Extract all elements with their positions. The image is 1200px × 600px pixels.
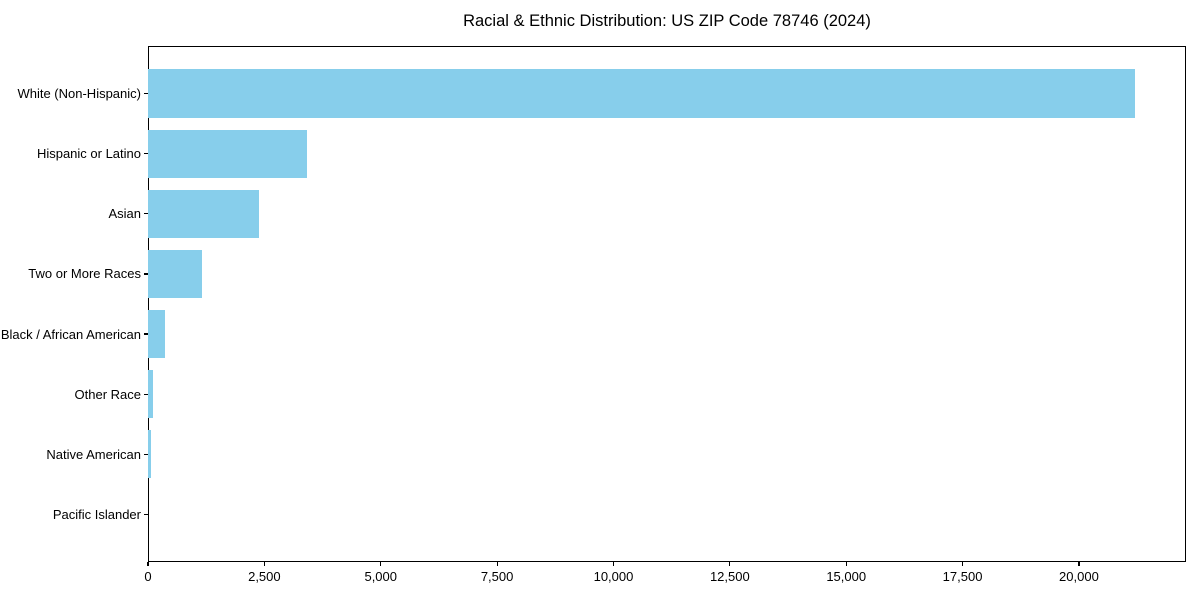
x-tick-label: 2,500 [248, 569, 281, 584]
x-tick-label: 20,000 [1059, 569, 1099, 584]
y-tick-label: Other Race [74, 386, 141, 402]
y-tick-mark [144, 513, 148, 516]
y-tick-mark [144, 213, 148, 215]
y-tick-mark [144, 393, 148, 395]
x-tick-mark [961, 562, 964, 566]
y-tick-mark [144, 333, 148, 335]
bar-asian [148, 189, 259, 238]
x-tick-mark [845, 562, 847, 566]
chart-title: Racial & Ethnic Distribution: US ZIP Cod… [463, 12, 871, 30]
x-tick-mark [147, 562, 149, 566]
y-tick-label: Pacific Islander [52, 506, 141, 522]
y-tick-label: Two or More Races [28, 266, 141, 282]
y-tick-label: Hispanic or Latino [36, 146, 141, 162]
bar-other-race [148, 370, 154, 419]
bar-black-african-american [148, 310, 166, 359]
bar-white-non-hispanic [148, 69, 1135, 118]
x-tick-label: 7,500 [480, 569, 514, 584]
y-tick-mark [144, 273, 148, 275]
x-tick-label: 12,500 [709, 569, 750, 584]
bar-two-or-more-races [148, 249, 202, 298]
y-tick-mark [144, 453, 148, 455]
x-tick-mark [496, 562, 498, 566]
y-tick-mark [144, 153, 148, 155]
bar-native-american [148, 430, 152, 479]
x-tick-mark [263, 562, 265, 566]
y-tick-label: Native American [46, 446, 141, 462]
x-tick-mark [612, 562, 615, 566]
x-tick-label: 5,000 [364, 569, 398, 584]
x-tick-mark [1078, 562, 1080, 566]
y-tick-label: Asian [108, 206, 141, 222]
x-tick-mark [729, 562, 731, 566]
y-tick-mark [144, 92, 148, 95]
x-tick-label: 0 [144, 569, 152, 584]
bar-hispanic-or-latino [148, 129, 308, 178]
x-tick-label: 15,000 [826, 569, 867, 584]
x-tick-label: 10,000 [593, 569, 634, 584]
y-tick-label: White (Non-Hispanic) [17, 86, 141, 101]
x-tick-mark [380, 562, 382, 566]
x-tick-label: 17,500 [942, 569, 983, 584]
y-tick-label: Black / African American [0, 326, 141, 342]
plot-area [148, 46, 1186, 562]
